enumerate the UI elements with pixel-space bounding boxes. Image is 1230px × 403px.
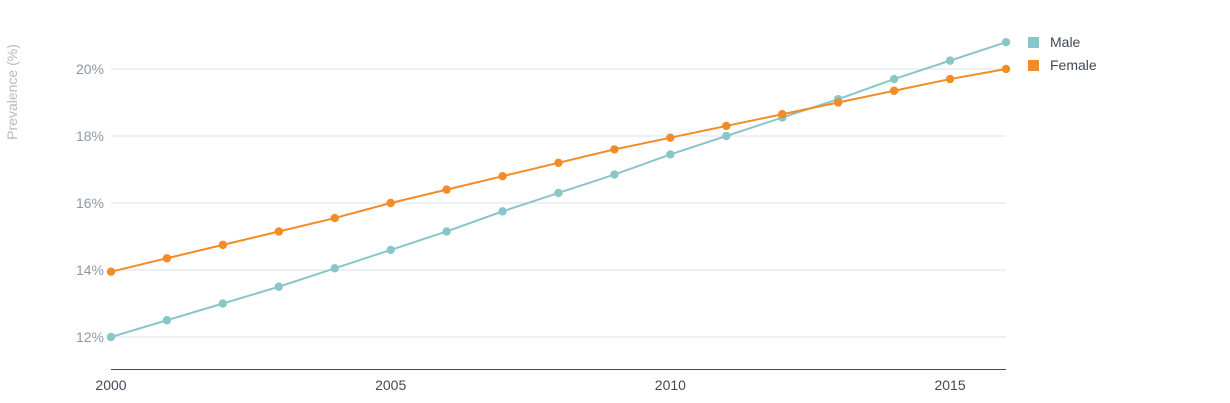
y-axis-label: Prevalence (%) <box>4 44 20 140</box>
data-point-male[interactable] <box>1001 38 1011 47</box>
data-point-male[interactable] <box>274 282 284 291</box>
data-point-female[interactable] <box>274 227 284 236</box>
y-tick-label: 12% <box>76 329 104 345</box>
legend-item-male[interactable]: Male <box>1028 34 1081 50</box>
data-point-female[interactable] <box>442 185 451 194</box>
data-point-male[interactable] <box>610 170 619 179</box>
data-point-male[interactable] <box>442 227 451 236</box>
legend-swatch <box>1028 60 1039 71</box>
data-point-female[interactable] <box>1001 64 1011 74</box>
data-point-female[interactable] <box>386 198 395 208</box>
data-point-male[interactable] <box>330 264 339 273</box>
data-point-male[interactable] <box>498 207 507 216</box>
data-point-female[interactable] <box>722 121 731 131</box>
y-tick-label: 20% <box>76 61 104 77</box>
legend-label: Male <box>1050 34 1081 50</box>
x-tick-label: 2010 <box>655 377 686 393</box>
data-point-female[interactable] <box>498 172 507 181</box>
data-point-male[interactable] <box>106 332 116 342</box>
data-point-female[interactable] <box>610 145 619 154</box>
data-point-male[interactable] <box>666 150 675 159</box>
data-point-male[interactable] <box>722 131 731 141</box>
data-point-female[interactable] <box>554 158 563 167</box>
data-point-female[interactable] <box>778 110 787 119</box>
legend[interactable]: Male Female <box>1028 34 1097 73</box>
data-point-female[interactable] <box>330 213 339 223</box>
data-point-male[interactable] <box>945 56 955 65</box>
series-female <box>106 64 1011 276</box>
legend-swatch <box>1028 37 1039 48</box>
series-line-female <box>110 68 1007 273</box>
data-point-female[interactable] <box>218 240 228 250</box>
gridlines <box>111 68 1006 338</box>
series-male <box>106 38 1011 342</box>
data-point-female[interactable] <box>106 267 116 276</box>
data-point-female[interactable] <box>162 254 172 263</box>
data-point-female[interactable] <box>889 86 899 95</box>
data-point-female[interactable] <box>666 133 675 142</box>
y-tick-label: 14% <box>76 262 104 278</box>
y-tick-label: 18% <box>76 128 104 144</box>
x-tick-label: 2000 <box>95 377 126 393</box>
x-tick-label: 2005 <box>375 377 406 393</box>
x-tick-label: 2015 <box>934 377 965 393</box>
data-point-male[interactable] <box>386 245 395 255</box>
y-tick-label: 16% <box>76 195 104 211</box>
data-point-male[interactable] <box>162 316 172 325</box>
data-point-male[interactable] <box>889 74 899 84</box>
series <box>106 38 1011 342</box>
data-point-female[interactable] <box>833 98 843 107</box>
legend-item-female[interactable]: Female <box>1028 57 1097 73</box>
data-point-male[interactable] <box>218 299 228 308</box>
data-point-female[interactable] <box>945 74 955 84</box>
tick-labels: 12% 14% 16% 18% 20% 2000 2005 2010 2015 <box>76 61 966 393</box>
data-point-male[interactable] <box>554 188 563 198</box>
legend-label: Female <box>1050 57 1097 73</box>
